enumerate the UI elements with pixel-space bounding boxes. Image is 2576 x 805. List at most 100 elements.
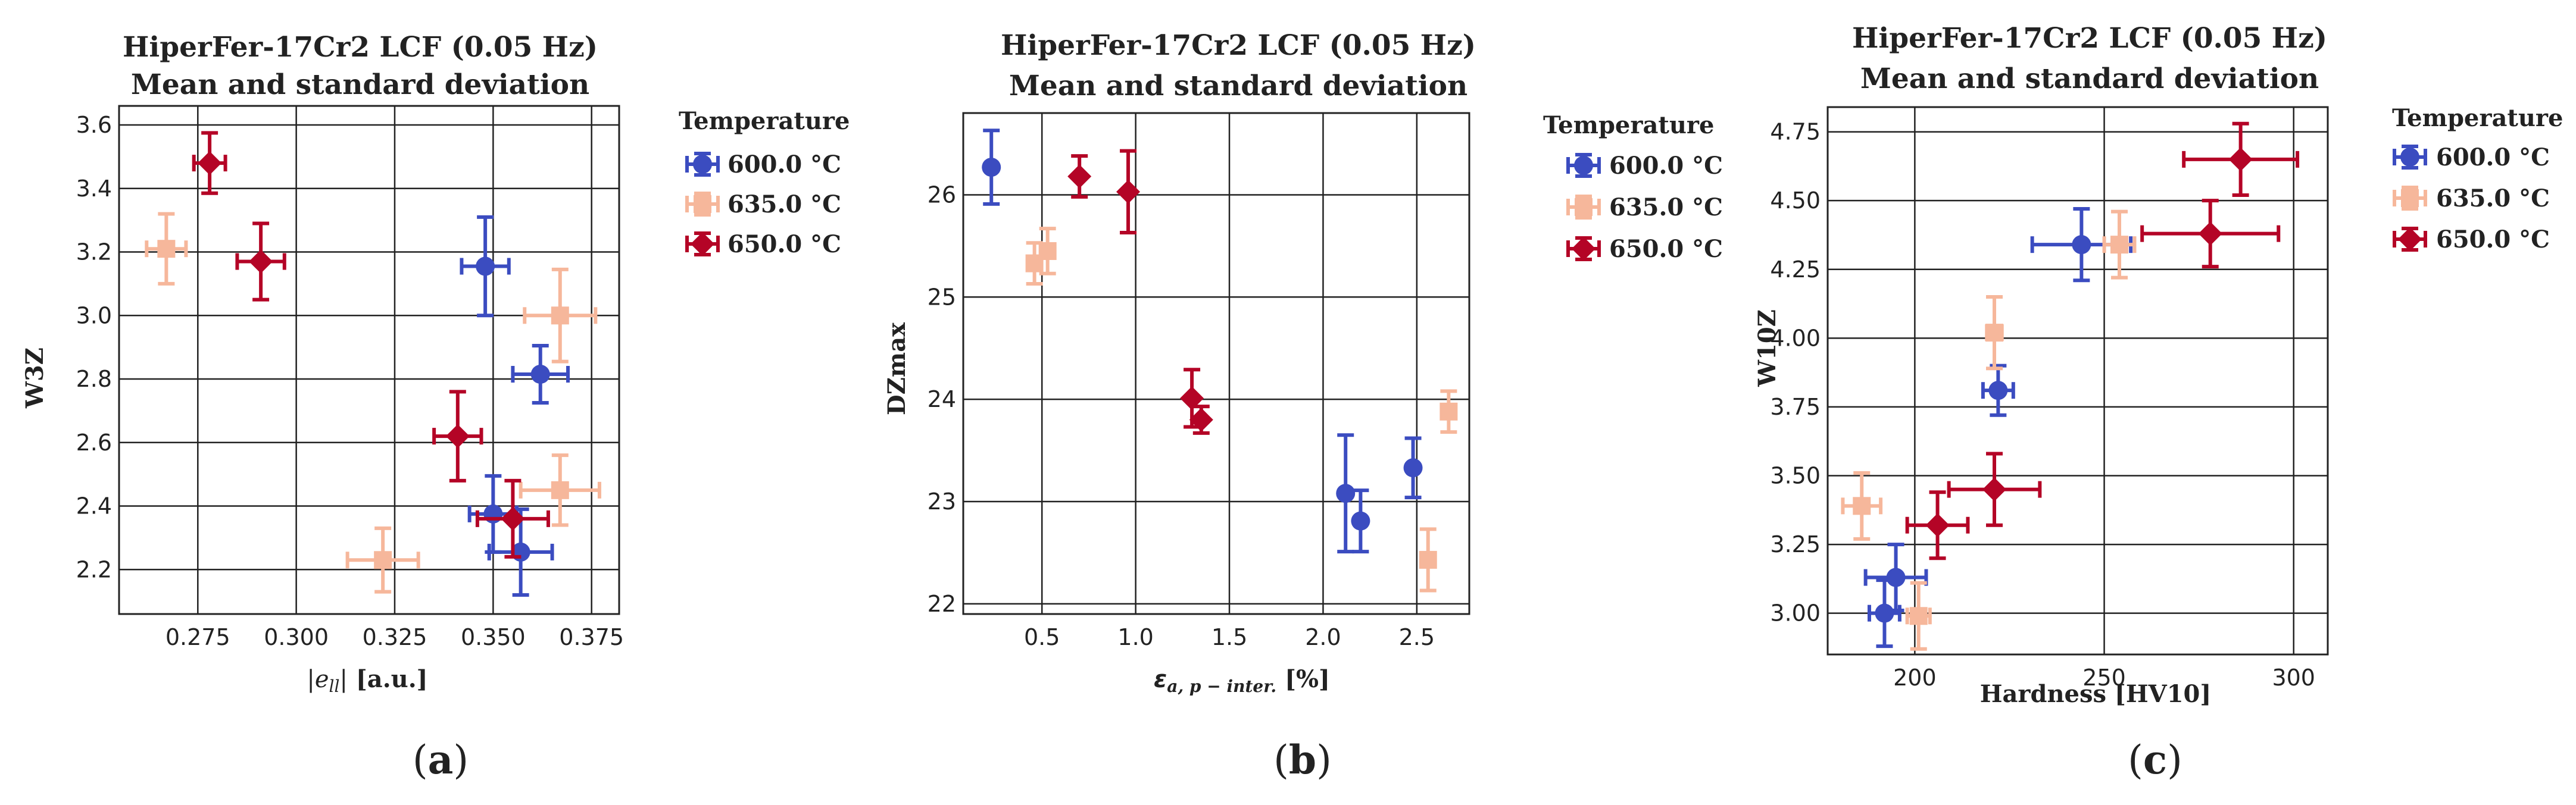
chart-c-panel-label: (c) bbox=[2128, 737, 2182, 783]
chart-c-point-635-0 bbox=[1853, 497, 1871, 515]
chart-c-series-635 bbox=[1841, 209, 2137, 651]
chart-b-frame bbox=[962, 112, 1470, 615]
legend-b-symbol-600 bbox=[1574, 156, 1593, 175]
chart-c-series-650 bbox=[1905, 121, 2300, 560]
legend-a-symbol-650 bbox=[691, 232, 714, 256]
chart-c-ylabel: W10Z bbox=[1753, 309, 1781, 387]
chart-a-ytick-label: 2.6 bbox=[76, 430, 112, 456]
chart-a: HiperFer-17Cr2 LCF (0.05 Hz) Mean and st… bbox=[21, 31, 598, 783]
chart-c-title-line2: Mean and standard deviation bbox=[1860, 62, 2319, 95]
chart-a-plot: 0.275 0.300 0.325 0.350 0.375 2.2 2.4 2.6 2.8 3.0… bbox=[76, 105, 624, 650]
chart-b-ytick-label: 25 bbox=[928, 284, 956, 310]
legend-c-label-650: 650.0 °C bbox=[2436, 225, 2550, 253]
legend-a-errorbar-600 bbox=[685, 152, 720, 177]
chart-c-ytick-label: 4.25 bbox=[1770, 256, 1821, 283]
chart-b-ytick-label: 22 bbox=[928, 591, 956, 617]
chart-a-point-650-1 bbox=[249, 249, 273, 274]
chart-b-series-650 bbox=[1067, 149, 1213, 435]
legend-a-marker-650 bbox=[685, 231, 720, 256]
chart-a-xtick-label: 0.300 bbox=[264, 624, 329, 650]
chart-a-ytick-label: 3.0 bbox=[76, 302, 112, 328]
legend-b-label-600: 600.0 °C bbox=[1609, 152, 1723, 180]
chart-c-point-600-2 bbox=[1988, 381, 2008, 400]
chart-c-ytick-label: 4.50 bbox=[1770, 187, 1821, 214]
chart-c-ytick-label: 3.75 bbox=[1770, 394, 1821, 420]
chart-b-title-line1: HiperFer-17Cr2 LCF (0.05 Hz) bbox=[1001, 29, 1476, 62]
chart-c-point-600-3 bbox=[2072, 235, 2091, 255]
chart-b-xtick-label: 1.0 bbox=[1117, 624, 1153, 650]
chart-c-ytick-label: 4.75 bbox=[1770, 119, 1821, 145]
chart-b-xtick-label: 1.5 bbox=[1211, 624, 1247, 650]
legend-c-marker-635 bbox=[2393, 186, 2427, 211]
chart-c-point-600-0 bbox=[1875, 603, 1894, 623]
legend-b-title: Temperature bbox=[1543, 111, 1714, 139]
chart-a-frame bbox=[118, 105, 620, 615]
chart-c-frame bbox=[1826, 106, 2329, 656]
legend-a-symbol-635 bbox=[694, 195, 711, 213]
plot-areas: 0.275 0.300 0.325 0.350 0.375 2.2 2.4 2.6 2.8 3.0… bbox=[76, 105, 2329, 691]
chart-b-title-line2: Mean and standard deviation bbox=[1009, 70, 1467, 102]
chart-c-point-650-3 bbox=[2228, 147, 2253, 171]
chart-c-ytick-label: 3.50 bbox=[1770, 462, 1821, 488]
chart-b-plot: 0.5 1.0 1.5 2.0 2.5 22 23 24 25 26 bbox=[928, 112, 1470, 650]
chart-c-point-635-2 bbox=[1985, 324, 2003, 342]
chart-a-ytick-label: 3.2 bbox=[76, 239, 112, 265]
legend-c-label-635: 635.0 °C bbox=[2436, 184, 2550, 212]
legend-a: Temperature 600.0 °C 635.0 °C 650.0 °C bbox=[679, 107, 850, 258]
chart-c: HiperFer-17Cr2 LCF (0.05 Hz) Mean and st… bbox=[1753, 22, 2327, 783]
chart-c-series-600 bbox=[1863, 207, 2133, 649]
legend-a-marker-600 bbox=[685, 152, 720, 177]
legend-b-marker-600 bbox=[1566, 153, 1601, 178]
chart-b-point-650-1 bbox=[1116, 180, 1141, 204]
legend-c: Temperature 600.0 °C 635.0 °C 650.0 °C bbox=[2392, 104, 2563, 253]
chart-b-ytick-label: 26 bbox=[928, 181, 956, 208]
chart-c-ytick-label: 3.25 bbox=[1770, 531, 1821, 557]
legend-a-label-635: 635.0 °C bbox=[727, 190, 841, 218]
chart-b-point-600-2 bbox=[1351, 511, 1370, 531]
chart-b-point-635-1 bbox=[1038, 242, 1057, 260]
legend-a-title: Temperature bbox=[679, 107, 850, 135]
chart-a-ytick-label: 2.8 bbox=[76, 366, 112, 392]
chart-a-series-650 bbox=[192, 131, 550, 559]
chart-c-point-650-2 bbox=[2198, 221, 2222, 246]
chart-c-point-600-1 bbox=[1886, 568, 1906, 587]
chart-b-series-600 bbox=[982, 129, 1423, 554]
chart-a-point-650-0 bbox=[198, 151, 222, 176]
chart-a-point-600-0 bbox=[476, 256, 495, 276]
chart-a-ylabel: W3Z bbox=[21, 347, 49, 409]
chart-c-ytick-label: 4.00 bbox=[1770, 325, 1821, 351]
chart-a-errorbar-650-3 bbox=[475, 478, 550, 559]
chart-a-ytick-label: 2.2 bbox=[76, 556, 112, 582]
legend-b-marker-635 bbox=[1566, 195, 1601, 220]
chart-a-xtick-label: 0.350 bbox=[461, 624, 526, 650]
chart-a-point-635-0 bbox=[157, 240, 176, 258]
chart-b-ytick-label: 23 bbox=[928, 488, 956, 515]
chart-c-errorbar-635-0 bbox=[1841, 471, 1883, 541]
legend-a-symbol-600 bbox=[693, 155, 712, 174]
chart-a-panel-label: (a) bbox=[413, 737, 469, 783]
chart-b-point-635-3 bbox=[1440, 402, 1458, 421]
legend-c-symbol-600 bbox=[2400, 148, 2419, 167]
chart-c-xtick-label: 300 bbox=[2272, 665, 2315, 691]
chart-a-point-650-2 bbox=[445, 424, 470, 449]
chart-b-point-650-3 bbox=[1189, 408, 1213, 432]
legend-c-title: Temperature bbox=[2392, 104, 2563, 132]
chart-a-xtick-label: 0.325 bbox=[363, 624, 427, 650]
chart-b-point-635-2 bbox=[1419, 550, 1437, 569]
legend-c-marker-600 bbox=[2393, 145, 2427, 170]
chart-a-title-line1: HiperFer-17Cr2 LCF (0.05 Hz) bbox=[123, 31, 598, 64]
chart-a-xtick-label: 0.275 bbox=[166, 624, 230, 650]
chart-b-xtick-label: 2.5 bbox=[1399, 624, 1435, 650]
chart-b-panel-label: (b) bbox=[1273, 737, 1332, 783]
legend-a-label-650: 650.0 °C bbox=[727, 230, 841, 258]
chart-a-ytick-label: 3.4 bbox=[76, 176, 112, 202]
chart-a-series-635 bbox=[145, 212, 601, 594]
chart-a-point-635-2 bbox=[551, 481, 569, 499]
chart-b-xtick-label: 2.0 bbox=[1305, 624, 1341, 650]
legend-markers bbox=[685, 145, 2427, 261]
chart-b-ytick-label: 24 bbox=[928, 386, 956, 412]
legend-c-symbol-650 bbox=[2398, 227, 2422, 251]
legend-b-label-650: 650.0 °C bbox=[1609, 235, 1723, 263]
chart-a-point-600-1 bbox=[530, 365, 550, 384]
